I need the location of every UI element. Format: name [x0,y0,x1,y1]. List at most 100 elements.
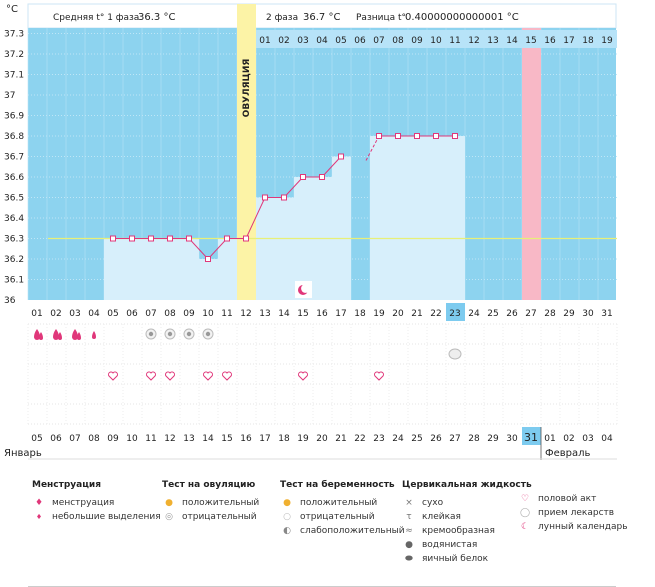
symbol-grid [27,323,618,426]
diff-label: Разница t° [356,13,406,23]
date-label: 13 [183,434,194,444]
creamy-icon: ≈ [405,526,413,536]
date-label: 26 [430,434,442,444]
pill-icon [448,348,462,360]
date-label: 25 [411,434,422,444]
temperature-segment [245,197,266,239]
date-label: 19 [297,434,309,444]
cycle-day-label: 09 [183,309,195,319]
temperature-bar [161,238,180,300]
legend-title: Менструация [32,480,101,490]
phase2-day-label: 15 [525,36,536,46]
date-label: 31 [524,431,538,444]
negative-test-icon-dot [167,331,173,337]
cycle-day-label: 28 [544,309,556,319]
cycle-day-label: 18 [354,309,366,319]
date-label: 22 [354,434,365,444]
legend-item: ♦ менструация [32,496,161,510]
temperature-segment [188,238,209,260]
ovulation-column [237,4,256,300]
heart-icon [298,371,308,381]
small-drop-icon: ♦ [35,513,43,521]
date-label: 02 [563,434,574,444]
cycle-day-label: 06 [126,309,138,319]
date-label: 17 [259,434,270,444]
cycle-day-label: 12 [240,309,251,319]
negative-test-icon-dot [148,331,154,337]
negative-pregnancy-icon: ○ [283,512,291,522]
legend-item: ◯ прием лекарств [519,508,615,518]
temperature-point [262,194,268,201]
cycle-day-label: 07 [145,309,156,319]
date-label: 12 [164,434,175,444]
legend-title: Цервикальная жидкость [402,480,532,490]
y-tick-label: 37 [4,91,15,101]
cycle-day-label: 29 [563,309,575,319]
legend-item: ☾ лунный календарь [518,520,628,534]
phase2-value: 36.7 °C [303,12,340,23]
legend-item: ≈ кремообразная [402,524,532,538]
small-drop-icon [92,331,96,339]
temperature-bar [446,136,465,300]
cycle-day-label: 08 [164,309,176,319]
legend-item: ● положительный [280,496,405,510]
phase2-day-label: 11 [449,36,460,46]
weak-pregnancy-icon: ◐ [283,526,291,536]
cycle-day-label: 22 [430,309,441,319]
temperature-bar [199,259,218,300]
temperature-point [205,256,211,262]
legend-title: Тест на овуляцию [162,480,256,490]
phase2-day-label: 17 [563,36,574,46]
month-start-label: Январь [4,448,42,459]
legend-item: ● водянистая [402,538,532,552]
cycle-day-label: 30 [582,309,594,319]
legend-cervical: Цервикальная жидкость × сухо τ клейкая ≈ кр… [402,480,532,566]
legend-item: ● положительный [162,496,259,510]
date-label: 28 [468,434,480,444]
cycle-day-label: 11 [221,309,232,319]
drop-icon [39,332,43,340]
temperature-bar [142,238,161,300]
date-label: 18 [278,434,290,444]
y-tick-label: 36.1 [4,276,24,286]
heart-icon [146,371,156,381]
cycle-day-label: 01 [31,309,42,319]
today-cell [446,303,465,321]
drop-icon [53,329,59,340]
phase2-day-label: 01 [259,36,270,46]
date-label: 27 [449,434,460,444]
y-tick-label: 37.1 [4,71,24,81]
temperature-point [129,235,135,242]
date-label: 16 [240,434,252,444]
temperature-segment [207,238,228,260]
y-tick-label: 36.7 [4,153,24,163]
cycle-day-label: 20 [392,309,404,319]
cycle-day-label: 21 [411,309,422,319]
temperature-bar [427,136,446,300]
date-label: 09 [107,434,119,444]
cycle-day-label: 26 [506,309,518,319]
temperature-bar [408,136,427,300]
highlight-column [522,28,541,300]
cycle-day-label: 14 [278,309,290,319]
cycle-day-label: 31 [601,309,612,319]
cycle-day-row: 01 02 03 04 05 06 07 08 09 10 11 12 13 14 15 16 17 18 19 20… [31,303,613,321]
date-label: 21 [335,434,346,444]
cycle-day-label: 17 [335,309,346,319]
y-tick-label: 36.3 [4,235,24,245]
moon-icon-cut [301,284,310,293]
cycle-day-label: 13 [259,309,270,319]
date-label: 05 [31,434,42,444]
phase2-day-label: 06 [354,36,366,46]
heart-icon [222,371,232,381]
heart-icon [203,371,213,381]
date-label: 03 [582,434,593,444]
positive-test-icon: ● [165,498,173,508]
legend-item: ◎ отрицательный [162,510,259,524]
cycle-day-label: 23 [449,309,460,319]
phase2-row-bg [256,30,617,48]
temperature-point [300,174,306,180]
phase2-day-label: 08 [392,36,404,46]
legend-item: ♦ небольшие выделения [32,510,161,524]
date-label: 07 [69,434,80,444]
